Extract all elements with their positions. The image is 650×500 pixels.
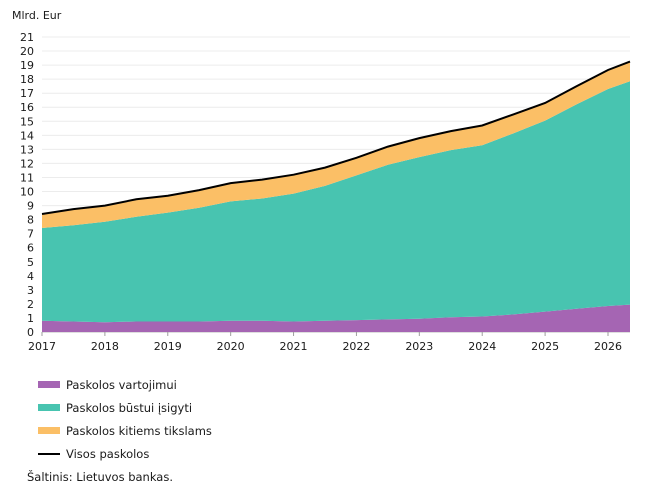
y-tick-label: 3	[27, 284, 34, 297]
area-series-2	[42, 61, 630, 228]
x-tick-label: 2024	[468, 340, 496, 353]
source-note: Šaltinis: Lietuvos bankas.	[27, 470, 174, 484]
legend-label-housing: Paskolos būstui įsigyti	[66, 400, 193, 415]
legend-item-other: Paskolos kitiems tikslams	[38, 419, 212, 442]
x-tick-label: 2017	[28, 340, 56, 353]
legend-label-consumer: Paskolos vartojimui	[66, 377, 177, 392]
legend-swatch-total	[38, 452, 60, 455]
stacked-areas	[42, 61, 630, 332]
area-series-1	[42, 81, 630, 323]
x-tick-label: 2019	[154, 340, 182, 353]
y-tick-label: 14	[20, 129, 34, 142]
y-tick-label: 17	[20, 87, 34, 100]
x-tick-label: 2025	[531, 340, 559, 353]
legend-label-other: Paskolos kitiems tikslams	[66, 423, 212, 438]
legend-swatch-consumer	[38, 381, 60, 388]
total-line-group	[41, 60, 631, 215]
legend-swatch-housing	[38, 404, 60, 411]
y-tick-label: 6	[27, 242, 34, 255]
y-tick-label: 18	[20, 73, 34, 86]
y-tick-label: 8	[27, 214, 34, 227]
y-tick-label: 7	[27, 228, 34, 241]
legend-item-total: Visos paskolos	[38, 442, 212, 465]
y-tick-label: 13	[20, 143, 34, 156]
x-tick-label: 2018	[91, 340, 119, 353]
y-axis-label: Mlrd. Eur	[12, 9, 62, 22]
y-tick-label: 9	[27, 200, 34, 213]
legend-label-total: Visos paskolos	[66, 446, 150, 461]
x-tick-label: 2021	[280, 340, 308, 353]
y-tick-label: 0	[27, 326, 34, 339]
y-tick-label: 2	[27, 298, 34, 311]
y-tick-label: 20	[20, 45, 34, 58]
y-tick-label: 19	[20, 59, 34, 72]
y-tick-label: 21	[20, 31, 34, 44]
total-line	[41, 60, 631, 215]
legend: Paskolos vartojimui Paskolos būstui įsig…	[38, 373, 212, 465]
legend-swatch-other	[38, 427, 60, 434]
legend-item-consumer: Paskolos vartojimui	[38, 373, 212, 396]
legend-item-housing: Paskolos būstui įsigyti	[38, 396, 212, 419]
y-tick-label: 1	[27, 312, 34, 325]
y-tick-label: 16	[20, 101, 34, 114]
area-series-0	[42, 304, 630, 332]
x-tick-label: 2022	[342, 340, 370, 353]
x-tick-label: 2023	[405, 340, 433, 353]
x-tick-label: 2020	[217, 340, 245, 353]
y-tick-label: 12	[20, 157, 34, 170]
y-tick-label: 10	[20, 186, 34, 199]
y-tick-label: 4	[27, 270, 34, 283]
y-tick-label: 15	[20, 115, 34, 128]
x-tick-label: 2026	[594, 340, 622, 353]
y-tick-label: 5	[27, 256, 34, 269]
x-tick-labels: 2017 2018 2019 2020 2021 2022 2023 2024 2025 2026	[28, 332, 622, 353]
y-tick-label: 11	[20, 171, 34, 184]
